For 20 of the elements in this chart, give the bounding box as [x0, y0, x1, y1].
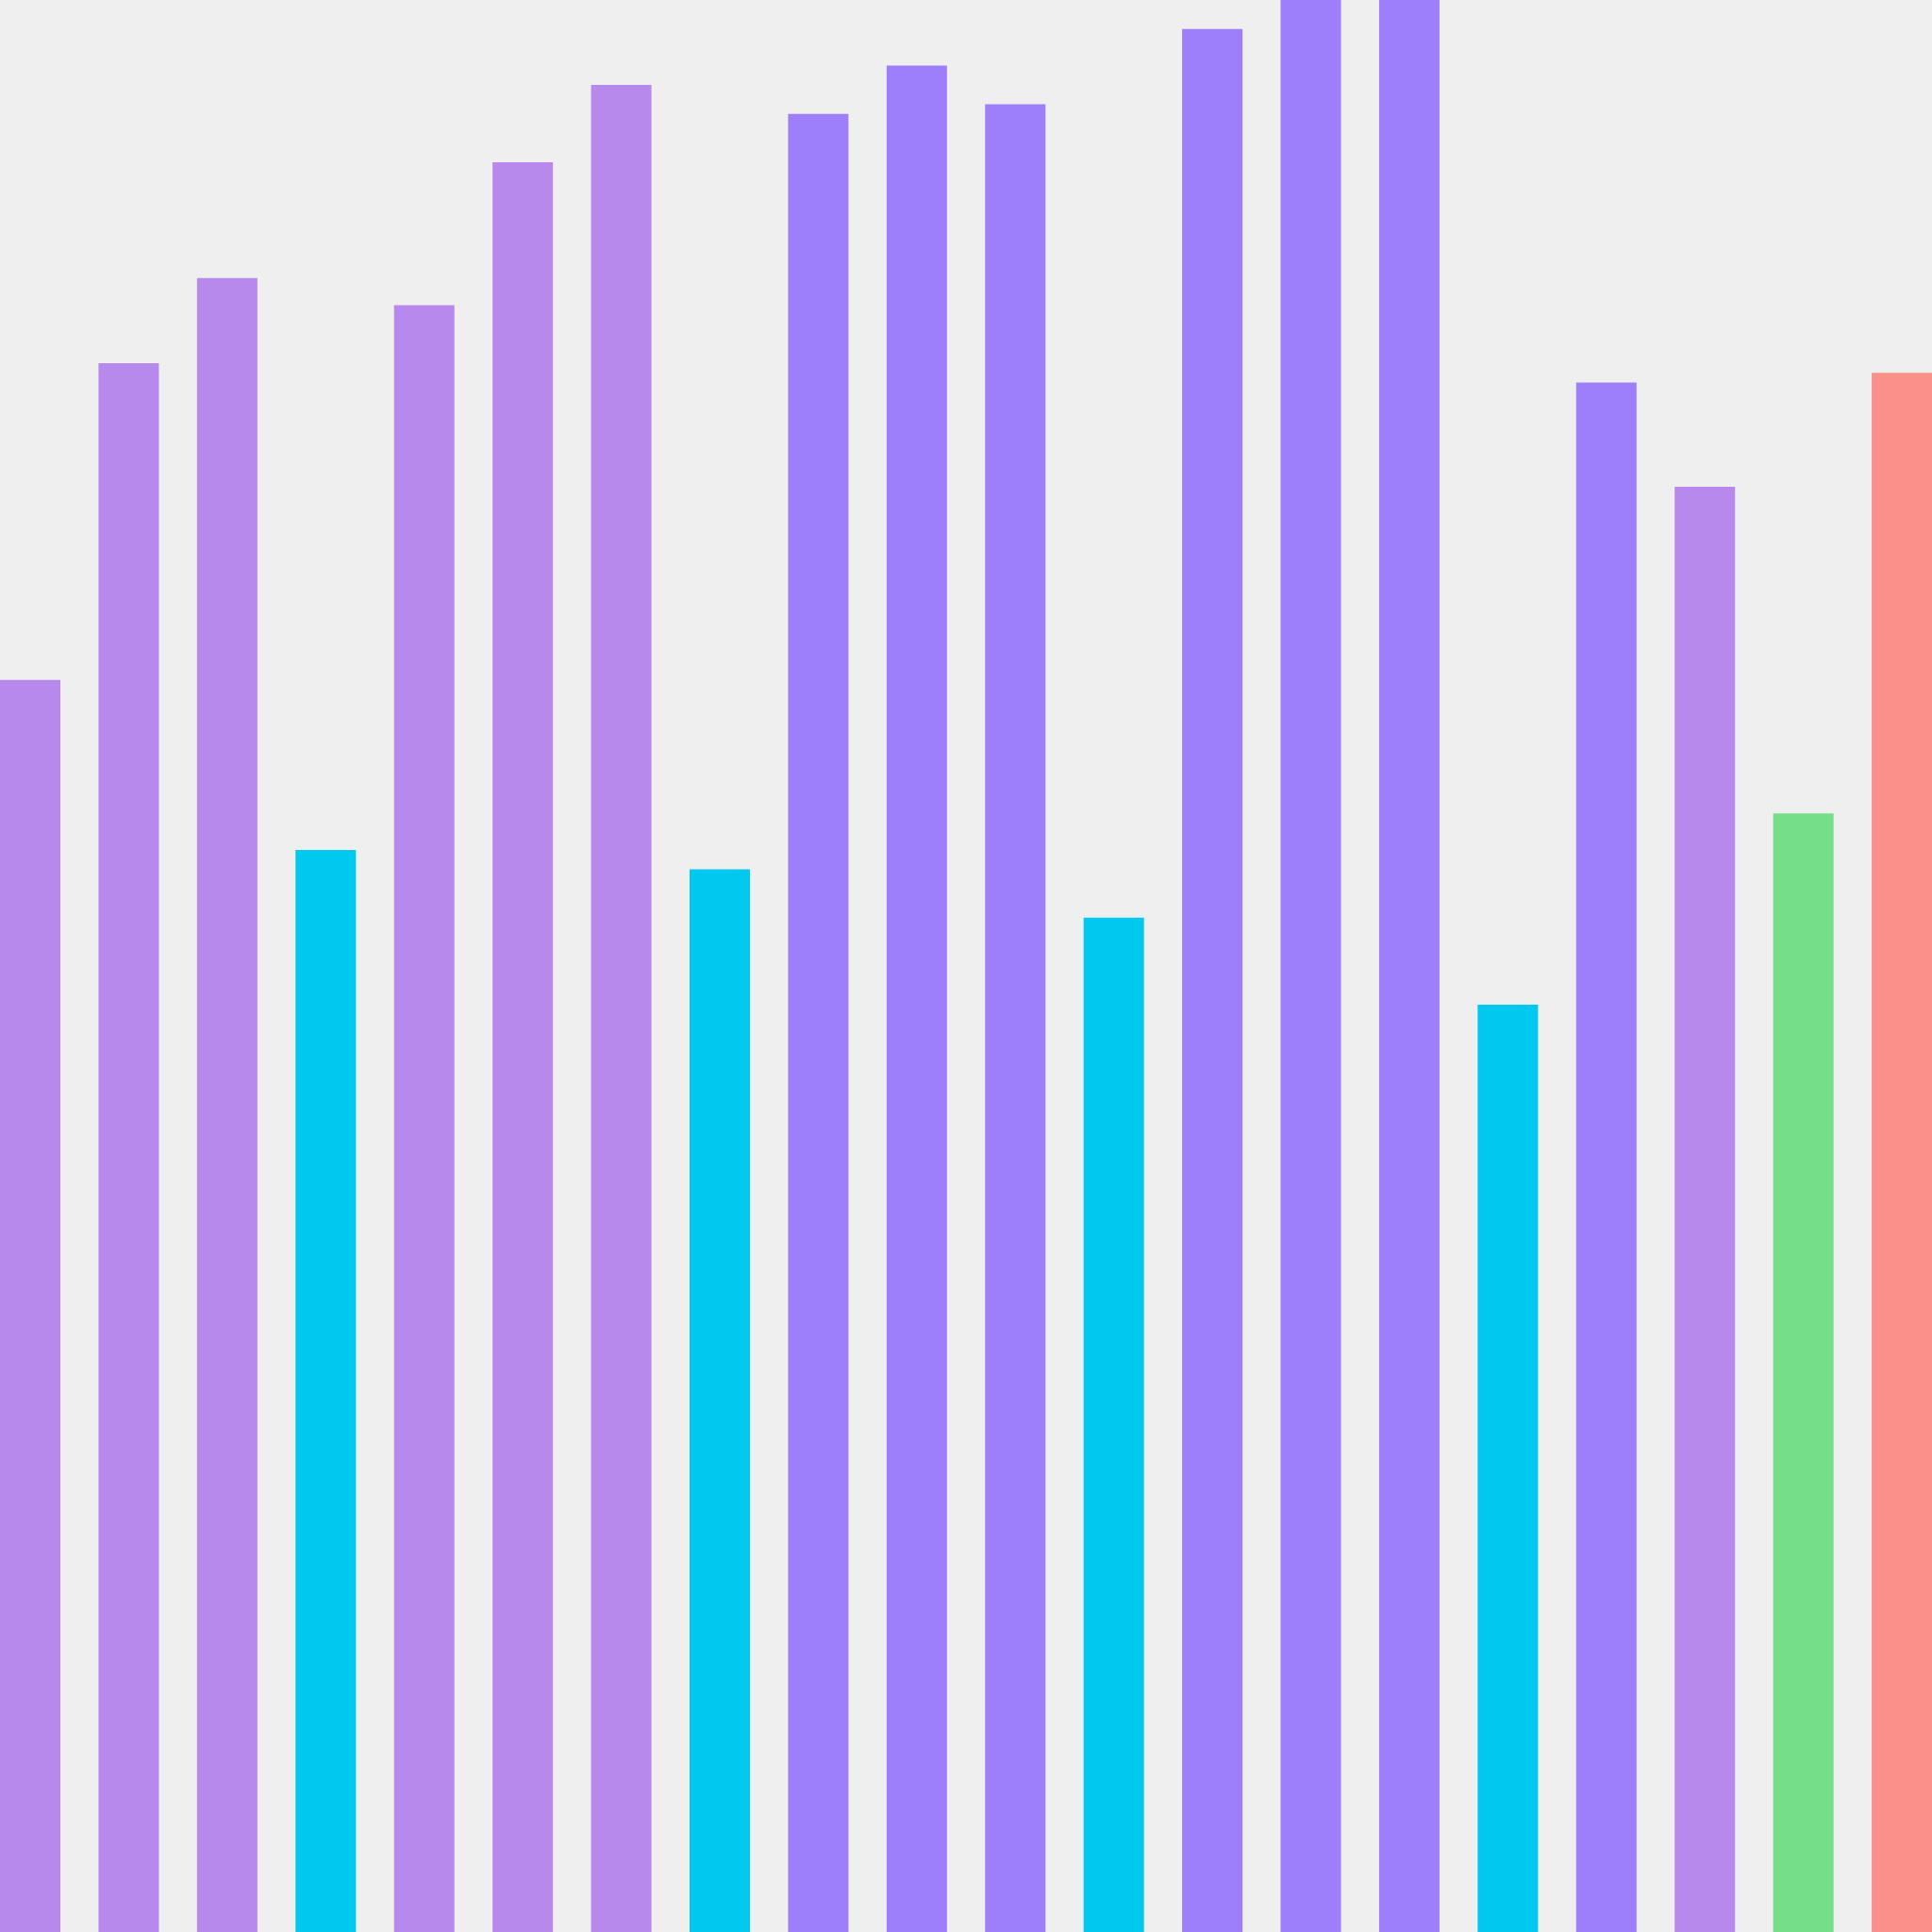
bar — [1182, 28, 1243, 1932]
bar — [1083, 917, 1144, 1932]
bar — [1773, 813, 1834, 1932]
bar — [492, 161, 554, 1932]
bar — [1378, 0, 1440, 1932]
bar — [1872, 373, 1932, 1932]
bar — [689, 869, 750, 1932]
bar — [985, 104, 1046, 1932]
bar — [1575, 382, 1637, 1932]
bar — [788, 113, 849, 1932]
bar — [0, 679, 61, 1932]
bar — [196, 277, 258, 1932]
bar — [1674, 487, 1736, 1932]
bar — [295, 850, 357, 1932]
bar — [886, 65, 947, 1932]
bar — [1477, 1004, 1539, 1932]
bar — [591, 85, 652, 1932]
bar — [98, 362, 159, 1932]
bar — [393, 305, 455, 1932]
bar — [1280, 0, 1341, 1932]
